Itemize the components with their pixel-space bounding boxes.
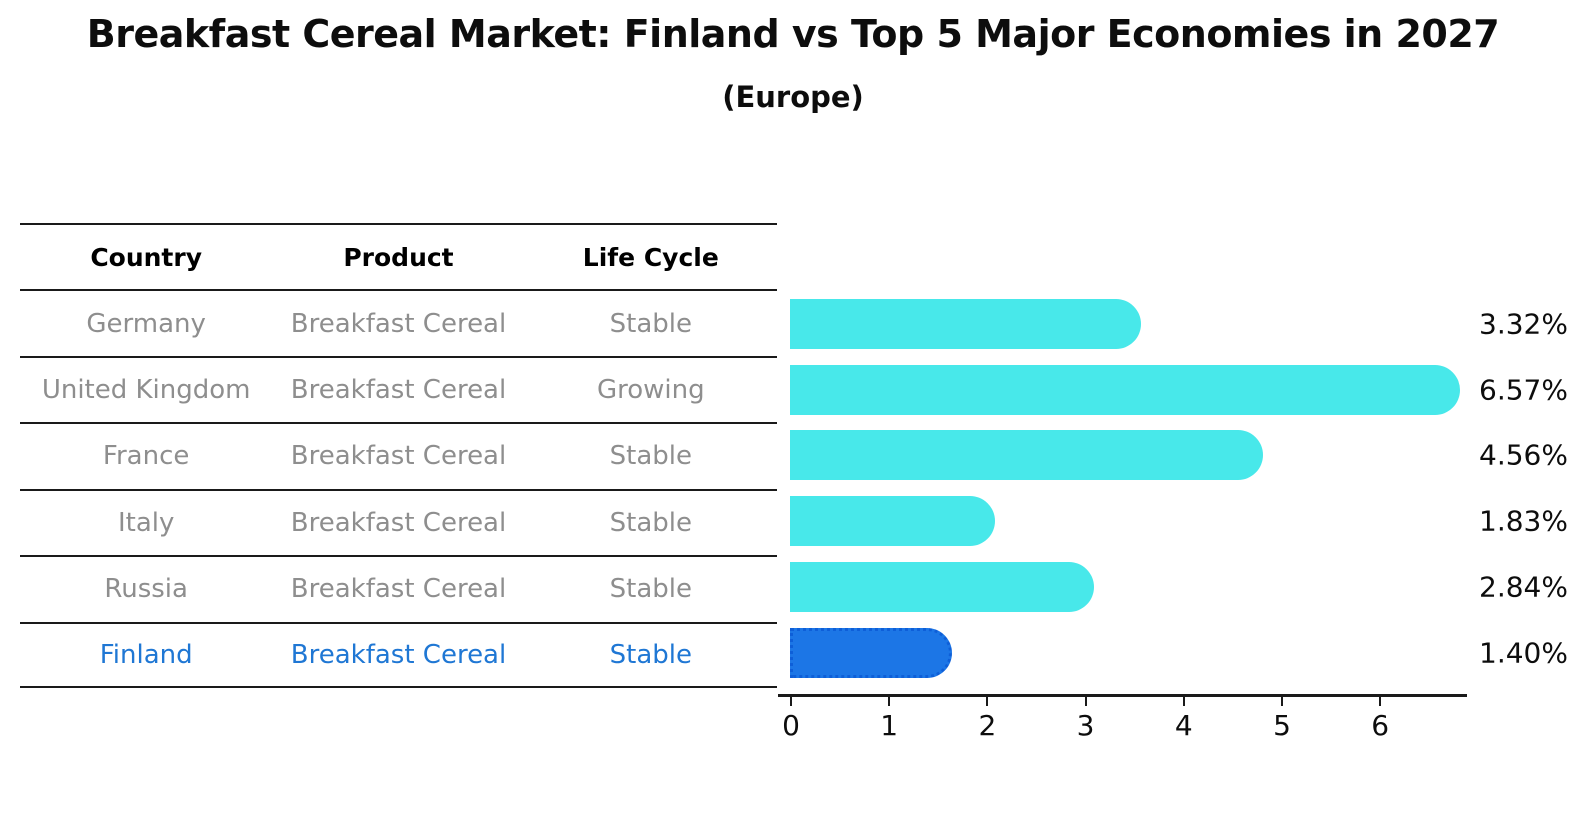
x-axis-tick-label: 0 (782, 709, 800, 742)
x-axis-tick-label: 4 (1174, 709, 1193, 742)
country-cell: France (102, 441, 190, 472)
product-cell: Breakfast Cereal (290, 308, 507, 339)
column-header-country: Country (90, 242, 203, 272)
bar-russia (790, 561, 1094, 612)
product-cell: Breakfast Cereal (290, 574, 507, 605)
value-label-italy: 1.83% (1479, 504, 1568, 538)
bar-germany (790, 299, 1142, 349)
life-cycle-cell: Stable (609, 507, 692, 538)
life-cycle-cell: Stable (609, 639, 692, 670)
page-title: Breakfast Cereal Market: Finland vs Top … (86, 12, 1500, 56)
column-header-product: Product (343, 242, 454, 272)
bar-france (790, 430, 1263, 481)
value-label-russia: 2.84% (1479, 570, 1568, 604)
bar-united-kingdom (790, 364, 1461, 415)
life-cycle-cell: Stable (609, 308, 692, 339)
page-subtitle: (Europe) (722, 80, 864, 114)
country-table: Country Product Life Cycle Germany Break… (20, 223, 777, 688)
value-label-france: 4.56% (1479, 438, 1568, 472)
x-axis-tick (1182, 697, 1185, 706)
column-header-life-cycle: Life Cycle (582, 242, 719, 272)
life-cycle-cell: Stable (609, 574, 692, 605)
x-axis-tick (986, 697, 989, 706)
product-cell: Breakfast Cereal (290, 507, 507, 538)
x-axis-tick (790, 697, 792, 706)
x-axis-tick-label: 6 (1371, 709, 1390, 742)
product-cell: Breakfast Cereal (290, 639, 507, 670)
x-axis-tick-label: 2 (978, 709, 997, 742)
x-axis-line (778, 694, 1467, 697)
x-axis-tick (888, 697, 891, 706)
x-axis-tick-label: 1 (880, 709, 899, 742)
table-header-row: Country Product Life Cycle (20, 223, 777, 289)
country-cell: Russia (104, 574, 188, 605)
country-cell: United Kingdom (41, 375, 251, 406)
country-cell: Italy (117, 507, 175, 538)
x-axis-tick (1379, 697, 1382, 706)
x-axis-tick-label: 3 (1076, 709, 1095, 742)
value-label-united-kingdom: 6.57% (1479, 373, 1568, 407)
x-axis-tick-label: 5 (1273, 709, 1291, 742)
value-label-finland: 1.40% (1479, 636, 1568, 669)
life-cycle-cell: Growing (596, 375, 705, 406)
table-row-united-kingdom: United Kingdom Breakfast Cereal Growing (20, 355, 777, 422)
bar-italy (790, 496, 995, 547)
table-row-russia: Russia Breakfast Cereal Stable (20, 555, 777, 621)
life-cycle-cell: Stable (609, 441, 692, 472)
bar-finland (790, 627, 953, 678)
x-axis-tick (1281, 697, 1283, 706)
product-cell: Breakfast Cereal (290, 441, 507, 472)
table-row-france: France Breakfast Cereal Stable (20, 422, 777, 488)
x-axis-tick (1084, 697, 1087, 706)
table-row-finland: Finland Breakfast Cereal Stable (20, 621, 777, 688)
product-cell: Breakfast Cereal (290, 375, 507, 406)
country-cell: Finland (99, 639, 193, 670)
value-label-germany: 3.32% (1479, 307, 1568, 341)
table-row-germany: Germany Breakfast Cereal Stable (20, 289, 777, 355)
table-row-italy: Italy Breakfast Cereal Stable (20, 488, 777, 555)
country-cell: Germany (86, 308, 206, 339)
